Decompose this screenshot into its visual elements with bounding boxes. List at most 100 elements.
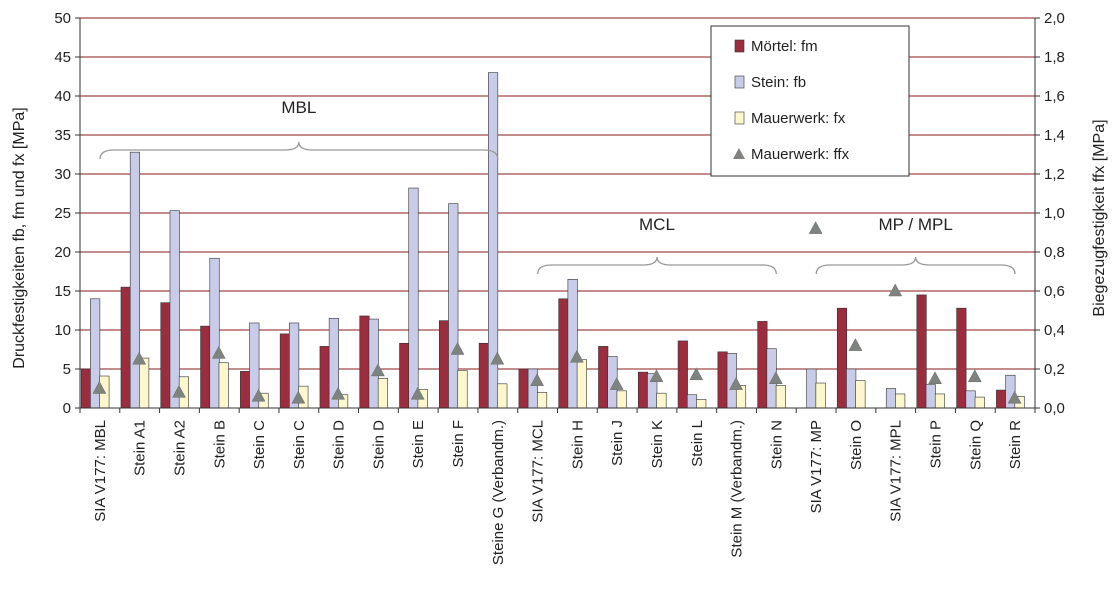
marker-point (928, 371, 942, 384)
bar (677, 340, 688, 409)
bar (399, 342, 410, 409)
group-brace (537, 256, 777, 275)
y-tick-label: 50 (54, 10, 71, 27)
bar (855, 380, 866, 409)
legend-label: Mörtel: fm (751, 38, 818, 55)
y2-tick-label: 2,0 (1044, 10, 1065, 27)
y-tick-label: 0 (63, 400, 71, 417)
y2-tick-label: 0,0 (1044, 400, 1065, 417)
bar (558, 298, 569, 409)
marker-point (490, 351, 505, 365)
bar (775, 385, 786, 409)
bar (616, 390, 627, 409)
x-tick-label: Stein R (1007, 420, 1024, 469)
x-tick-label: SIA V177: MBL (92, 420, 109, 522)
marker-point (689, 367, 704, 381)
y-tick-label: 20 (54, 244, 71, 261)
bar (836, 307, 848, 409)
bar (169, 210, 180, 409)
legend-swatch (734, 39, 745, 53)
bar (996, 389, 1007, 409)
bar (120, 286, 131, 409)
marker-point (569, 349, 584, 363)
marker-point (1007, 390, 1022, 404)
bar (965, 390, 976, 409)
x-tick-label: SIA V177: MCL (530, 420, 547, 523)
x-tick-label: Stein O (848, 420, 865, 470)
y-tick-label: 15 (54, 283, 71, 300)
marker-point (92, 380, 107, 394)
marker-point (888, 283, 903, 297)
y-tick-label: 30 (54, 166, 71, 183)
bar (757, 321, 768, 409)
bar (885, 388, 897, 409)
bar (537, 392, 548, 409)
group-label: MCL (639, 215, 675, 234)
marker-point (172, 384, 186, 398)
legend-swatch (734, 75, 745, 89)
bar (637, 371, 649, 409)
bar (846, 368, 857, 409)
marker-point (768, 371, 783, 384)
x-tick-label: Stein N (768, 420, 785, 469)
bar (359, 315, 370, 409)
marker-point (331, 386, 346, 400)
marker-point (251, 388, 266, 402)
y-tick-label: 40 (54, 88, 71, 105)
marker-point (371, 363, 385, 377)
marker-point (211, 345, 226, 359)
bar (925, 384, 936, 409)
bar (478, 342, 489, 409)
bar (408, 187, 419, 409)
group-brace (815, 256, 1016, 275)
bar (240, 371, 251, 409)
bar (974, 396, 985, 409)
y-tick-label: 35 (54, 127, 71, 144)
marker-point (450, 341, 465, 355)
y2-tick-label: 0,2 (1044, 361, 1065, 378)
x-tick-label: Stein J (609, 420, 626, 466)
x-tick-label: Stein K (649, 420, 666, 468)
y2-tick-label: 1,6 (1044, 88, 1065, 105)
x-tick-label: Stein Q (967, 420, 984, 470)
bar (696, 399, 707, 409)
x-tick-label: Stein A1 (132, 420, 149, 476)
marker-point (530, 373, 545, 386)
legend-label: Mauerwerk: fx (751, 110, 846, 127)
y2-tick-label: 1,4 (1044, 127, 1065, 144)
y2-tick-label: 1,2 (1044, 166, 1065, 183)
legend-swatch (734, 111, 745, 125)
x-tick-label: Stein E (410, 420, 427, 468)
axes: 0 5 10 15 20 25 30 35 40 45 50 0,0 0,2 0,4 0,6 0,8 1,0 1,… (11, 10, 1108, 565)
x-tick-label: SIA V177: MP (808, 420, 825, 513)
group-labels: MBL MCL MP / MPL (99, 98, 1016, 275)
bar (139, 357, 150, 409)
marker-point (729, 377, 743, 390)
bar (567, 278, 578, 409)
y-tick-label: 5 (63, 361, 71, 378)
bar (200, 325, 211, 409)
marker-point (609, 377, 624, 390)
y2-tick-label: 1,8 (1044, 49, 1065, 66)
x-tick-label: Stein B (211, 420, 228, 468)
y-tick-label: 25 (54, 205, 71, 222)
bar (448, 203, 459, 409)
bar (209, 257, 220, 409)
bar (279, 333, 290, 409)
bar (717, 351, 728, 409)
legend-label: Stein: fb (751, 74, 806, 91)
gridlines (80, 17, 1035, 370)
y2-tick-label: 0,4 (1044, 322, 1065, 339)
bar (80, 368, 91, 409)
y-tick-label: 10 (54, 322, 71, 339)
bar (368, 318, 379, 409)
bar (439, 320, 450, 409)
x-tick-label: SIA V177: MPL (888, 420, 905, 522)
y2-tick-label: 1,0 (1044, 205, 1065, 222)
bar (656, 392, 667, 409)
bar (497, 383, 508, 409)
marker-point (967, 369, 982, 383)
x-tick-label: Stein L (689, 420, 706, 467)
bar (895, 393, 906, 409)
